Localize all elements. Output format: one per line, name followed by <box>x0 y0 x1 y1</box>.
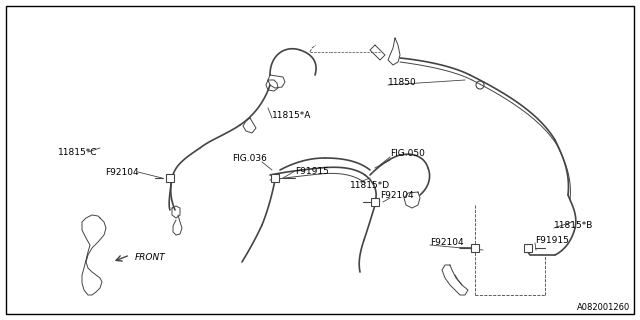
Bar <box>271 174 279 182</box>
Bar <box>524 244 532 252</box>
Text: 11815*B: 11815*B <box>554 220 593 229</box>
Text: F91915: F91915 <box>535 236 569 244</box>
Text: 11815*A: 11815*A <box>272 110 312 119</box>
Text: FRONT: FRONT <box>135 253 166 262</box>
Text: F92104: F92104 <box>380 190 413 199</box>
Bar <box>166 174 174 182</box>
Text: 11815*D: 11815*D <box>350 180 390 189</box>
Text: A082001260: A082001260 <box>577 303 630 312</box>
Text: F92104: F92104 <box>105 167 139 177</box>
Text: F92104: F92104 <box>430 237 463 246</box>
Text: FIG.036: FIG.036 <box>232 154 267 163</box>
Text: 11850: 11850 <box>388 77 417 86</box>
Bar <box>471 244 479 252</box>
Text: F91915: F91915 <box>295 166 329 175</box>
Text: FIG.050: FIG.050 <box>390 148 425 157</box>
Text: 11815*C: 11815*C <box>58 148 97 156</box>
Bar <box>371 198 379 206</box>
